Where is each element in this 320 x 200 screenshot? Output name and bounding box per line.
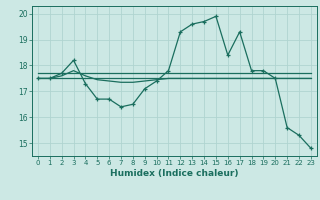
X-axis label: Humidex (Indice chaleur): Humidex (Indice chaleur) [110,169,239,178]
